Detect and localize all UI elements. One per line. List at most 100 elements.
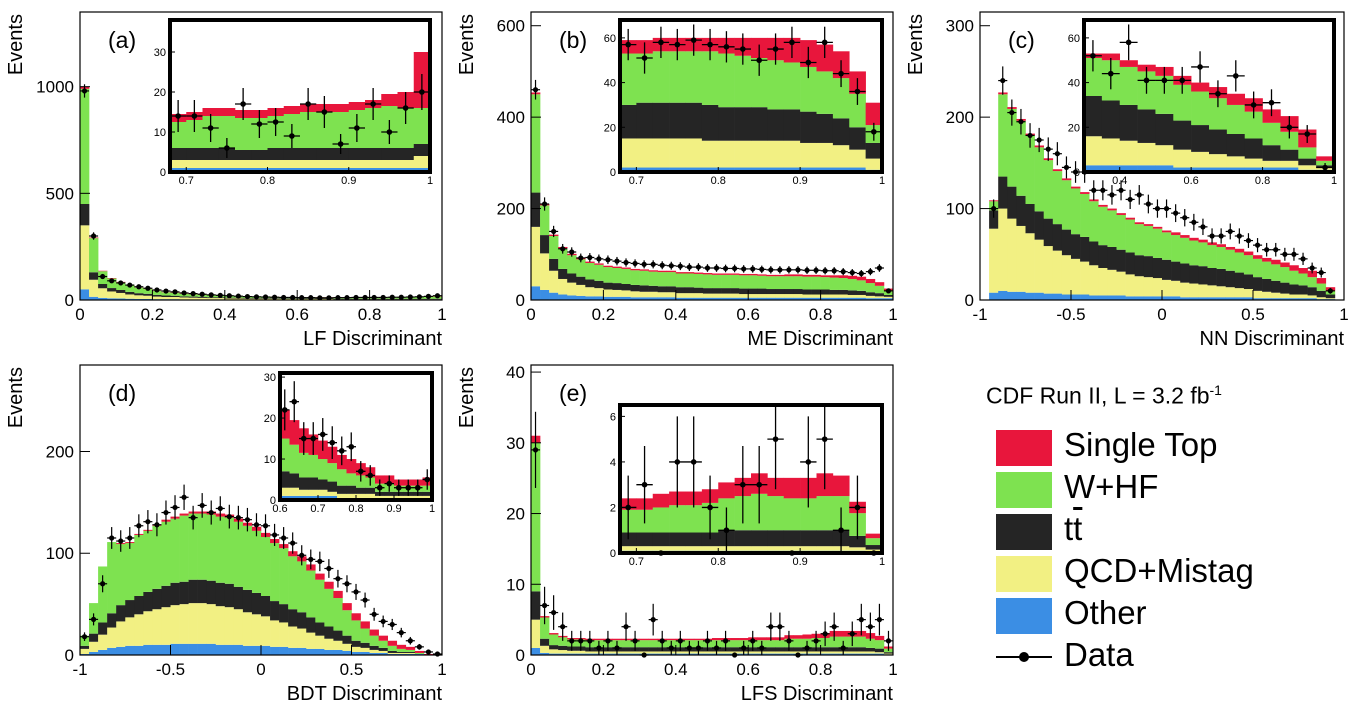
panel-1-bar-other-17 xyxy=(684,297,695,300)
panel-1-data-point-17 xyxy=(686,264,692,270)
panel-0-inset-bar-qcd-mistag-6 xyxy=(267,160,285,168)
panel-4-bar-other-32 xyxy=(820,653,830,655)
panel-3-inset-bar-other-3 xyxy=(308,495,319,500)
panel-2-inset-ytick-label-2: 40 xyxy=(1068,78,1080,90)
panel-3-bar-other-14 xyxy=(206,643,217,655)
panel-4-inset-data-point-0 xyxy=(625,504,631,511)
panel-3-bar-ttbar-30 xyxy=(351,640,361,647)
panel-2-bar-other-31 xyxy=(1271,298,1281,300)
panel-3-bar-single-top-34 xyxy=(387,640,398,646)
panel-2-xlabel: NN Discriminant xyxy=(1200,328,1345,350)
panel-1-bar-ttbar-23 xyxy=(739,288,749,295)
panel-2-data-point-21 xyxy=(1182,215,1188,221)
panel-3-bar-other-33 xyxy=(378,652,388,655)
panel-0-data-point-12 xyxy=(190,291,196,297)
panel-2-bar-ttbar-34 xyxy=(1298,285,1308,295)
panel-3-inset-data-point-9 xyxy=(367,472,374,479)
panel-1-bar-w-hf-2 xyxy=(549,236,559,259)
panel-2-bar-other-21 xyxy=(1180,297,1190,300)
panel-1-bar-qcd-mistag-13 xyxy=(648,291,658,298)
panel-2-data-point-28 xyxy=(1245,237,1252,244)
panel-3-bar-other-11 xyxy=(179,643,189,655)
panel-3-bar-qcd-mistag-34 xyxy=(387,652,398,654)
panel-1-data-point-23 xyxy=(741,266,747,272)
panel-2-bar-ttbar-37 xyxy=(1325,294,1336,299)
panel-2-inset-bar-other-8 xyxy=(1226,167,1246,172)
panel-4-bar-other-27 xyxy=(775,653,785,655)
panel-4-bar-single-top-25 xyxy=(757,637,767,641)
panel-2-bar-other-10 xyxy=(1080,294,1090,300)
panel-4-inset-bar-qcd-mistag-5 xyxy=(701,546,719,551)
panel-4-bar-qcd-mistag-39 xyxy=(883,653,894,655)
panel-3-bar-single-top-35 xyxy=(396,644,407,649)
panel-1-xlabel: ME Discriminant xyxy=(747,328,893,350)
panel-3-data-point-23 xyxy=(290,540,296,546)
panel-2-inset-data-point-4 xyxy=(1161,77,1168,84)
panel-1-bar-other-32 xyxy=(820,297,830,300)
panel-3-bar-qcd-mistag-17 xyxy=(233,609,244,645)
panel-1-inset-bar-other-3 xyxy=(669,167,686,172)
panel-4-inset-bar-ttbar-11 xyxy=(800,530,817,547)
panel-4-inset-bar-ttbar-14 xyxy=(849,535,866,548)
panel-1-inset-bar-other-10 xyxy=(783,167,801,172)
panel-1-xtick-label-1: 0.2 xyxy=(592,305,616,324)
panel-1-bar-w-hf-6 xyxy=(585,262,595,280)
panel-4-inset-bar-single-top-10 xyxy=(783,477,801,499)
panel-3-inset-data-point-14 xyxy=(414,484,421,491)
panel-3-data-point-21 xyxy=(271,532,278,538)
panel-3-bar-other-3 xyxy=(107,647,117,655)
panel-3-data-point-31 xyxy=(362,597,368,603)
panel-2-data-point-22 xyxy=(1191,219,1197,225)
panel-3-bar-other-7 xyxy=(143,644,153,655)
panel-1-bar-w-hf-31 xyxy=(811,276,821,290)
panel-4-inset-bar-qcd-mistag-2 xyxy=(652,546,670,551)
panel-4-bar-ttbar-39 xyxy=(883,652,894,654)
panel-1-bar-qcd-mistag-5 xyxy=(576,284,586,296)
panel-1-inset-bar-w-hf-5 xyxy=(701,51,719,105)
panel-1-data-point-9 xyxy=(614,258,620,264)
panel-3-inset-bar-ttbar-7 xyxy=(346,485,357,494)
panel-2-bar-single-top-26 xyxy=(1225,246,1236,250)
panel-4-bar-qcd-mistag-4 xyxy=(567,650,577,654)
panel-4-inset-bar-w-hf-10 xyxy=(783,498,801,531)
panel-3-bar-qcd-mistag-27 xyxy=(324,638,334,650)
panel-2-data-point-34 xyxy=(1300,256,1306,262)
panel-3-bar-w-hf-14 xyxy=(206,514,217,581)
panel-3-inset-bar-single-top-10 xyxy=(375,475,385,484)
panel-3-bar-qcd-mistag-3 xyxy=(107,627,117,648)
panel-1-inset-bar-qcd-mistag-0 xyxy=(620,138,637,168)
panel-0-inset-data-point-13 xyxy=(386,129,393,135)
panel-1-inset-bar-ttbar-2 xyxy=(652,102,670,139)
panel-2-bar-other-22 xyxy=(1189,297,1199,300)
panel-2-bar-ttbar-2 xyxy=(1007,186,1017,219)
panel-0-xtick-label-0: 0 xyxy=(75,305,84,324)
panel-0-bar-ttbar-7 xyxy=(143,293,153,296)
panel-2-bar-single-top-17 xyxy=(1143,224,1154,226)
panel-3-bar-w-hf-15 xyxy=(215,516,226,583)
panel-1-bar-other-21 xyxy=(721,297,731,300)
panel-2-bar-qcd-mistag-37 xyxy=(1325,298,1336,300)
panel-4-ytick-label-3: 30 xyxy=(506,434,525,453)
panel-4-xtick-label-0: 0 xyxy=(526,660,535,679)
panel-1-data-point-20 xyxy=(713,265,720,271)
panel-3-inset-bar-w-hf-3 xyxy=(308,454,319,478)
panel-0-bar-qcd-mistag-11 xyxy=(179,297,189,300)
panel-1-bar-other-15 xyxy=(666,297,677,300)
panel-1-data-point-10 xyxy=(623,259,629,266)
panel-1-bar-ttbar-3 xyxy=(558,268,568,279)
panel-1-inset-data-point-5 xyxy=(707,41,713,48)
panel-2-bar-qcd-mistag-0 xyxy=(989,228,999,293)
panel-1-tag: (b) xyxy=(559,27,587,53)
panel-1-inset-bar-qcd-mistag-10 xyxy=(783,140,801,168)
panel-4-ytick-label-0: 0 xyxy=(516,646,525,665)
panel-2-bar-ttbar-18 xyxy=(1152,257,1163,279)
panel-4-data-point-15 xyxy=(668,645,674,651)
panel-2-bar-single-top-20 xyxy=(1171,232,1181,236)
panel-0-inset-data-point-1 xyxy=(191,113,198,119)
panel-4-inset-data-point-13 xyxy=(838,527,844,534)
panel-4-bar-ttbar-1 xyxy=(540,638,550,646)
panel-3-data-point-3 xyxy=(109,535,115,541)
panel-2-data-point-13 xyxy=(1109,192,1115,198)
panel-3-inset-bar-qcd-mistag-1 xyxy=(289,487,300,496)
